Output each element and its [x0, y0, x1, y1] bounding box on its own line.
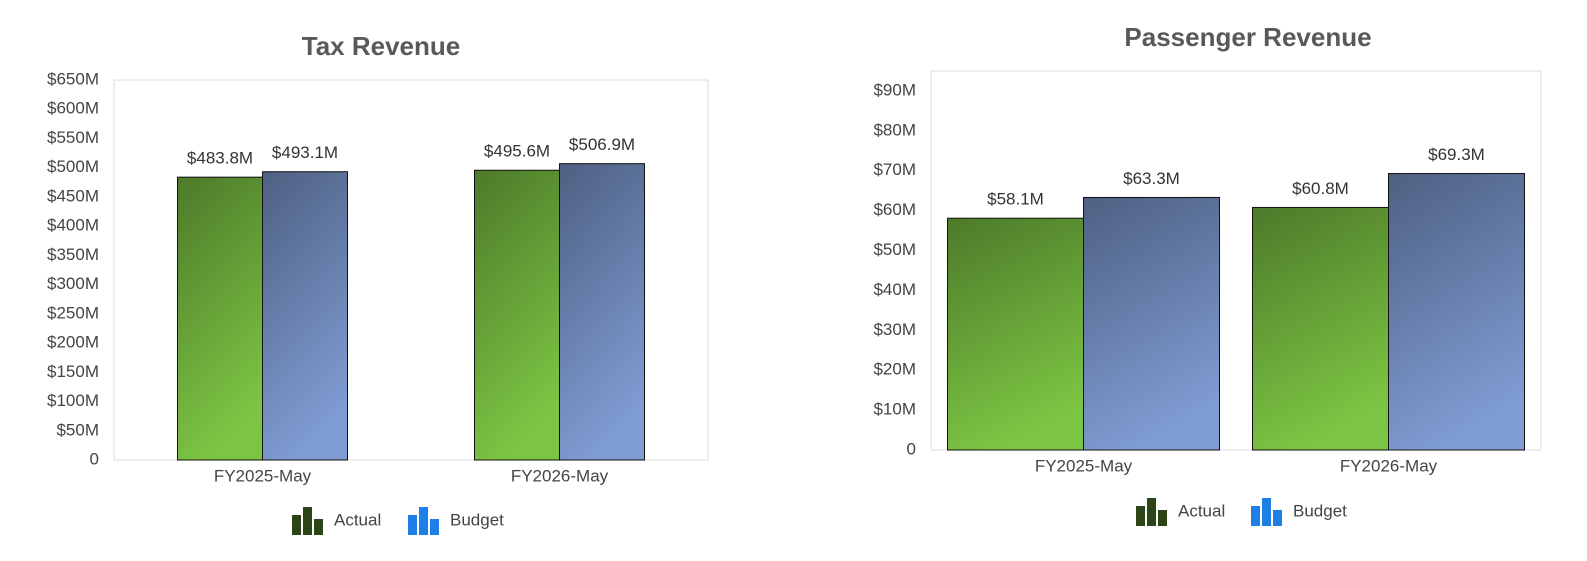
y-tick-label: $500M: [47, 157, 99, 176]
value-label: $493.1M: [272, 143, 338, 162]
value-label: $483.8M: [187, 149, 253, 168]
value-label: $69.3M: [1428, 145, 1485, 164]
bar: [1252, 206, 1389, 451]
y-tick-label: $30M: [873, 320, 916, 339]
bar: [947, 217, 1084, 451]
y-tick-label: $90M: [873, 80, 916, 99]
legend-icon: [430, 519, 439, 535]
plot-area: [930, 70, 1542, 451]
y-tick-label: $350M: [47, 245, 99, 264]
x-tick-label: FY2026-May: [511, 466, 609, 485]
value-label: $495.6M: [484, 142, 550, 161]
y-tick-label: $300M: [47, 274, 99, 293]
legend-icon: [292, 515, 301, 535]
y-tick-label: $10M: [873, 400, 916, 419]
y-tick-label: 0: [907, 439, 916, 458]
y-tick-label: $20M: [873, 360, 916, 379]
legend-label: Actual: [1178, 501, 1225, 520]
value-label: $63.3M: [1123, 169, 1180, 188]
x-tick-label: FY2025-May: [214, 466, 312, 485]
bar: [177, 176, 263, 461]
y-tick-label: $40M: [873, 280, 916, 299]
x-tick-label: FY2025-May: [1035, 456, 1133, 475]
legend-icon: [314, 519, 323, 535]
value-label: $60.8M: [1292, 179, 1349, 198]
legend-icon: [1251, 506, 1260, 526]
y-tick-label: $550M: [47, 128, 99, 147]
y-tick-label: $70M: [873, 160, 916, 179]
legend-label: Budget: [1293, 501, 1347, 520]
legend-icon: [303, 507, 312, 535]
y-tick-label: $80M: [873, 120, 916, 139]
bar: [474, 169, 560, 461]
chart-title: Tax Revenue: [302, 31, 460, 61]
legend-icon: [419, 507, 428, 535]
x-tick-label: FY2026-May: [1340, 456, 1438, 475]
legend-icon: [1262, 498, 1271, 526]
bar: [262, 171, 348, 461]
y-tick-label: $250M: [47, 303, 99, 322]
legend-icon: [408, 515, 417, 535]
bar: [1388, 173, 1525, 451]
y-tick-label: $650M: [47, 69, 99, 88]
legend-label: Actual: [334, 510, 381, 529]
y-tick-label: $50M: [873, 240, 916, 259]
legend-icon: [1158, 510, 1167, 526]
y-tick-label: $400M: [47, 216, 99, 235]
y-tick-label: $450M: [47, 186, 99, 205]
chart-title: Passenger Revenue: [1124, 22, 1371, 52]
plot-area: [113, 79, 709, 461]
legend-icon: [1147, 498, 1156, 526]
y-tick-label: $50M: [56, 420, 99, 439]
legend-icon: [1136, 506, 1145, 526]
y-tick-label: $150M: [47, 362, 99, 381]
bar: [559, 163, 645, 461]
y-tick-label: 0: [90, 449, 99, 468]
value-label: $58.1M: [987, 190, 1044, 209]
y-tick-label: $100M: [47, 391, 99, 410]
value-label: $506.9M: [569, 135, 635, 154]
bar: [1083, 196, 1220, 451]
y-tick-label: $60M: [873, 200, 916, 219]
legend-icon: [1273, 510, 1282, 526]
y-tick-label: $200M: [47, 333, 99, 352]
legend-label: Budget: [450, 510, 504, 529]
y-tick-label: $600M: [47, 99, 99, 118]
